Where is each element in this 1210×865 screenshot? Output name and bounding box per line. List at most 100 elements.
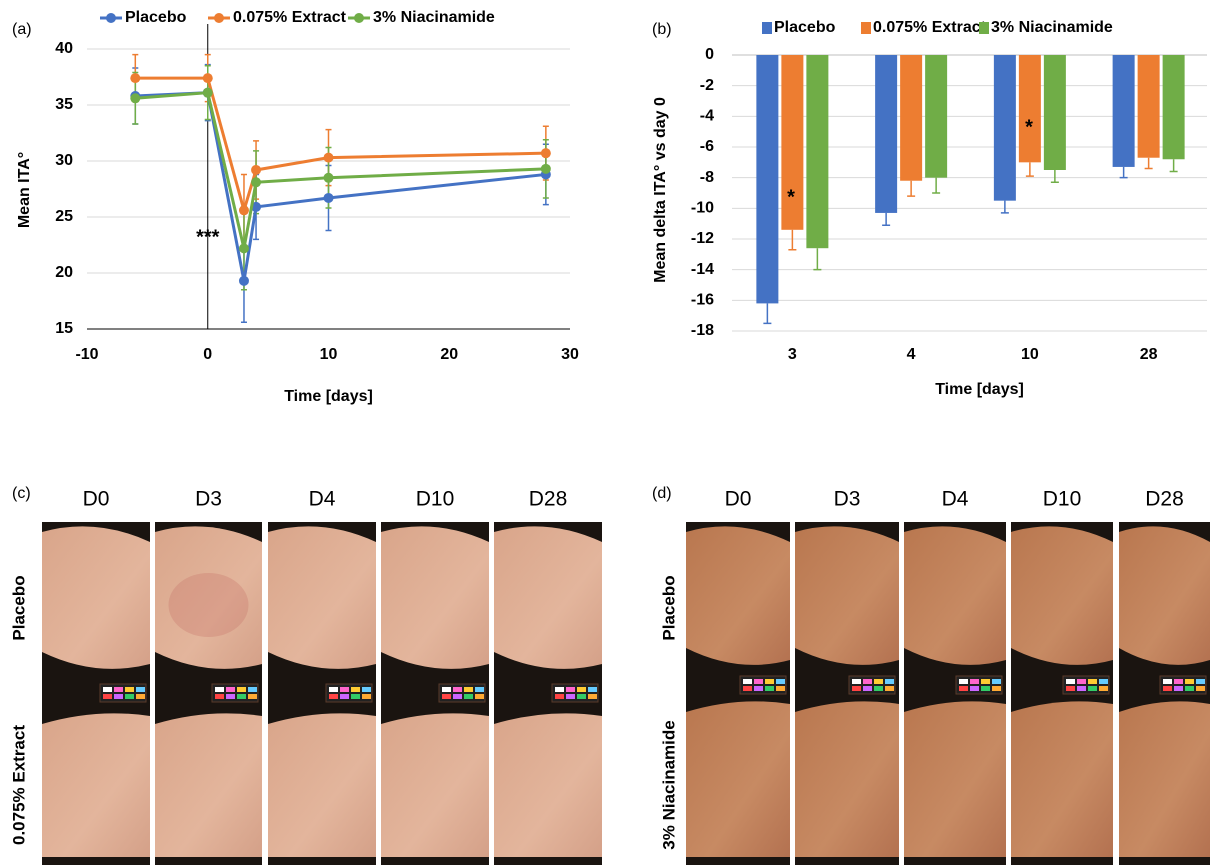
- y-tick-label: 40: [55, 40, 73, 57]
- point: [238, 205, 249, 216]
- checker-patch: [743, 679, 752, 684]
- skin-upper: [904, 526, 1006, 665]
- error-bar: [1050, 170, 1059, 184]
- point: [251, 201, 262, 212]
- row-label: 3% Niacinamide: [659, 720, 678, 849]
- bar: [1018, 55, 1041, 163]
- skin-upper: [795, 526, 899, 665]
- legend-label: 0.075% Extract: [873, 19, 987, 36]
- annotation: *: [1025, 116, 1033, 138]
- y-tick-label: -12: [691, 230, 714, 247]
- series-line: [135, 91, 546, 249]
- checker-patch: [1196, 679, 1205, 684]
- error-bar: [1000, 200, 1009, 214]
- bar: [1043, 55, 1066, 170]
- checker-patch: [874, 679, 883, 684]
- legend-label: Placebo: [125, 9, 187, 26]
- series-line: [135, 76, 546, 216]
- panel-label: (c): [12, 485, 31, 502]
- checker-patch: [215, 694, 224, 699]
- checker-patch: [981, 679, 990, 684]
- annotation: ***: [196, 226, 220, 248]
- checker-patch: [992, 686, 1001, 691]
- legend-label: 0.075% Extract: [233, 9, 347, 26]
- series-line: [135, 91, 547, 282]
- legend-swatch: [861, 22, 871, 34]
- column-label: D0: [83, 488, 110, 511]
- checker-patch: [555, 694, 564, 699]
- legend-label: 3% Niacinamide: [991, 19, 1113, 36]
- checker-patch: [959, 686, 968, 691]
- y-axis-title: Mean delta ITA° vs day 0: [652, 97, 669, 283]
- bar: [925, 55, 948, 178]
- point: [238, 275, 249, 286]
- checker-patch: [226, 687, 235, 692]
- checker-patch: [970, 679, 979, 684]
- skin-lower: [42, 713, 150, 857]
- skin-upper: [686, 526, 790, 665]
- checker-patch: [1196, 686, 1205, 691]
- checker-patch: [992, 679, 1001, 684]
- y-tick-label: -10: [691, 200, 714, 217]
- checker-patch: [114, 694, 123, 699]
- skin-upper: [381, 526, 489, 669]
- skin-lower: [686, 701, 790, 857]
- error-bar: [882, 212, 891, 226]
- checker-patch: [362, 687, 371, 692]
- y-tick-label: 20: [55, 264, 73, 281]
- checker-patch: [852, 686, 861, 691]
- bar: [806, 55, 829, 249]
- y-tick-label: -14: [691, 261, 714, 278]
- row-label: 0.075% Extract: [9, 725, 28, 845]
- color-checker: [955, 675, 1003, 695]
- skin-upper: [1119, 526, 1210, 665]
- checker-patch: [743, 686, 752, 691]
- checker-patch: [329, 687, 338, 692]
- column-label: D3: [195, 488, 222, 511]
- point: [540, 148, 551, 159]
- checker-patch: [588, 694, 597, 699]
- legend-label: 3% Niacinamide: [373, 9, 495, 26]
- checker-patch: [114, 687, 123, 692]
- point: [130, 73, 141, 84]
- y-tick-label: 30: [55, 152, 73, 169]
- checker-patch: [765, 679, 774, 684]
- checker-patch: [981, 686, 990, 691]
- skin-lower: [155, 713, 262, 857]
- column-label: D28: [1145, 488, 1184, 511]
- point: [202, 73, 213, 84]
- checker-patch: [1174, 686, 1183, 691]
- x-axis-title: Time [days]: [284, 388, 373, 405]
- checker-patch: [754, 679, 763, 684]
- checker-patch: [125, 687, 134, 692]
- y-tick-label: -6: [700, 138, 714, 155]
- y-tick-label: 35: [55, 96, 73, 113]
- point: [251, 164, 262, 175]
- checker-patch: [1163, 679, 1172, 684]
- point: [323, 172, 334, 183]
- checker-patch: [776, 679, 785, 684]
- x-tick-label: 10: [320, 346, 338, 363]
- checker-patch: [1088, 686, 1097, 691]
- x-tick-label: 3: [788, 346, 797, 363]
- color-checker: [325, 683, 373, 703]
- checker-patch: [885, 686, 894, 691]
- error-bar: [1169, 159, 1178, 173]
- y-tick-label: 0: [705, 46, 714, 63]
- skin-upper: [1011, 526, 1113, 665]
- checker-patch: [566, 694, 575, 699]
- checker-patch: [555, 687, 564, 692]
- checker-patch: [442, 694, 451, 699]
- skin-upper: [42, 526, 150, 669]
- legend-label: Placebo: [774, 19, 836, 36]
- row-label: Placebo: [659, 575, 678, 640]
- checker-patch: [125, 694, 134, 699]
- point: [540, 163, 551, 174]
- point: [251, 177, 262, 188]
- point: [238, 243, 249, 254]
- y-axis-title: Mean ITA°: [16, 152, 33, 228]
- checker-patch: [566, 687, 575, 692]
- panel-label: (a): [12, 21, 32, 38]
- column-label: D3: [834, 488, 861, 511]
